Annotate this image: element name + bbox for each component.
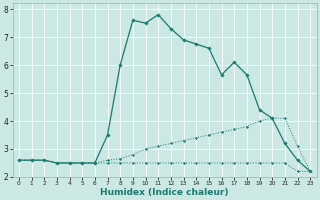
X-axis label: Humidex (Indice chaleur): Humidex (Indice chaleur) xyxy=(100,188,229,197)
